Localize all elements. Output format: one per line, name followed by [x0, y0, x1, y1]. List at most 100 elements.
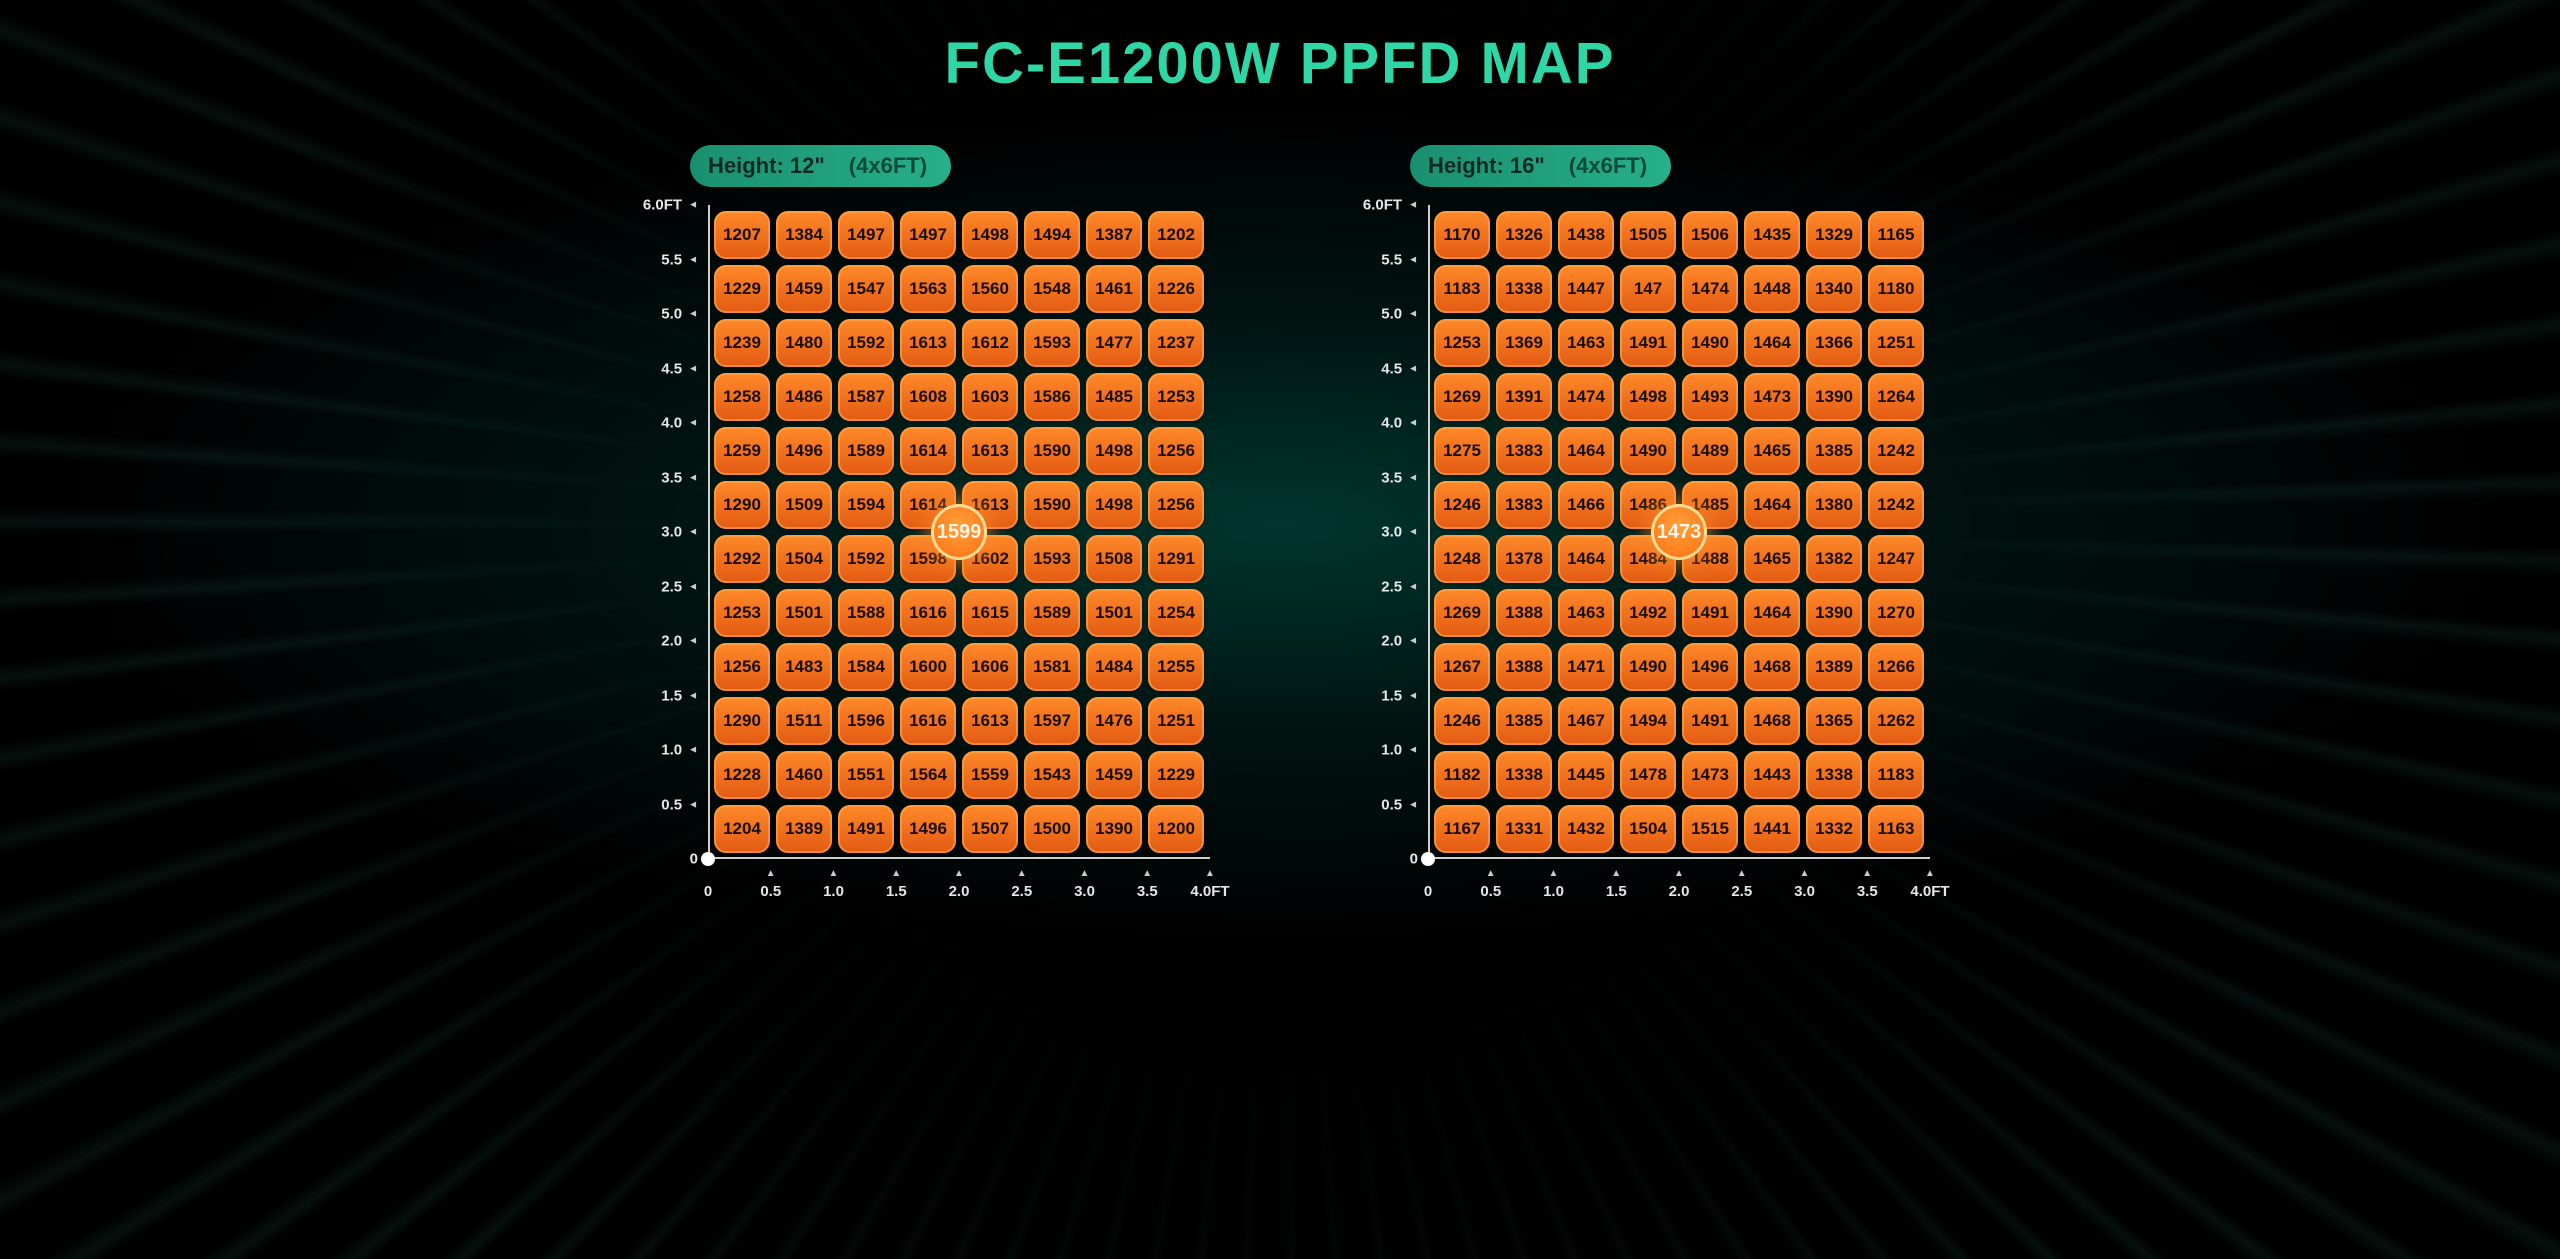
y-tick: 6.0FT◄ [1363, 197, 1418, 214]
x-tick: ▲2.5 [1011, 869, 1032, 900]
ppfd-cell: 1586 [1024, 373, 1080, 421]
ppfd-cell: 1548 [1024, 265, 1080, 313]
ppfd-cell: 1246 [1434, 481, 1490, 529]
ppfd-cell: 1590 [1024, 427, 1080, 475]
ppfd-cell: 1292 [714, 535, 770, 583]
ppfd-cell: 1380 [1806, 481, 1862, 529]
y-tick: 3.0◄ [1381, 524, 1418, 541]
height-label: Height: 16" [1428, 153, 1545, 179]
ppfd-cell: 1207 [714, 211, 770, 259]
ppfd-cell: 1239 [714, 319, 770, 367]
ppfd-cell: 1385 [1806, 427, 1862, 475]
y-tick: 4.0◄ [1381, 415, 1418, 432]
x-tick: ▲0.5 [760, 869, 781, 900]
ppfd-cell: 1590 [1024, 481, 1080, 529]
y-tick: 4.5◄ [661, 360, 698, 377]
ppfd-cell: 1441 [1744, 805, 1800, 853]
ppfd-cell: 1365 [1806, 697, 1862, 745]
tick-marker-icon: ▲ [1674, 869, 1684, 879]
y-tick: 2.0◄ [661, 633, 698, 650]
ppfd-cell: 1498 [1086, 481, 1142, 529]
ppfd-cell: 1543 [1024, 751, 1080, 799]
ppfd-cell: 1603 [962, 373, 1018, 421]
y-tick: 2.5◄ [1381, 578, 1418, 595]
ppfd-cell: 1506 [1682, 211, 1738, 259]
tick-marker-icon: ▲ [1800, 869, 1810, 879]
center-ppfd-badge: 1473 [1651, 504, 1707, 560]
ppfd-cell: 1390 [1806, 589, 1862, 637]
ppfd-cell: 1464 [1558, 535, 1614, 583]
ppfd-cell: 1254 [1148, 589, 1204, 637]
ppfd-cell: 1515 [1682, 805, 1738, 853]
tick-marker-icon: ▲ [1862, 869, 1872, 879]
tick-marker-icon: ▲ [1142, 869, 1152, 879]
ppfd-cell: 1500 [1024, 805, 1080, 853]
tick-marker-icon: ▲ [1486, 869, 1496, 879]
ppfd-cell: 1504 [1620, 805, 1676, 853]
ppfd-cell: 1491 [1682, 697, 1738, 745]
x-tick: ▲2.5 [1731, 869, 1752, 900]
ppfd-cell: 1329 [1806, 211, 1862, 259]
ppfd-cell: 1331 [1496, 805, 1552, 853]
ppfd-cell: 1251 [1868, 319, 1924, 367]
tick-marker-icon: ◄ [688, 581, 698, 592]
ppfd-cell: 1366 [1806, 319, 1862, 367]
ppfd-cell: 1388 [1496, 643, 1552, 691]
ppfd-cell: 1551 [838, 751, 894, 799]
ppfd-chart: 1170132614381505150614351329116511831338… [1350, 205, 1930, 913]
ppfd-cell: 1338 [1496, 265, 1552, 313]
tick-marker-icon: ◄ [688, 363, 698, 374]
ppfd-cell: 1490 [1620, 643, 1676, 691]
ppfd-cell: 1443 [1744, 751, 1800, 799]
x-tick: ▲0.5 [1480, 869, 1501, 900]
ppfd-cell: 1493 [1682, 373, 1738, 421]
ppfd-cell: 1180 [1868, 265, 1924, 313]
ppfd-cell: 1497 [900, 211, 956, 259]
ppfd-cell: 1465 [1744, 535, 1800, 583]
height-badge: Height: 12"(4x6FT) [690, 145, 951, 187]
ppfd-cell: 1593 [1024, 319, 1080, 367]
ppfd-cell: 1266 [1868, 643, 1924, 691]
ppfd-cell: 1588 [838, 589, 894, 637]
ppfd-cell: 1616 [900, 589, 956, 637]
ppfd-cell: 1491 [1682, 589, 1738, 637]
ppfd-cell: 1511 [776, 697, 832, 745]
ppfd-cell: 1326 [1496, 211, 1552, 259]
ppfd-cell: 1383 [1496, 427, 1552, 475]
ppfd-cell: 1467 [1558, 697, 1614, 745]
ppfd-cell: 1435 [1744, 211, 1800, 259]
x-tick: ▲1.0 [823, 869, 844, 900]
tick-marker-icon: ◄ [688, 200, 698, 211]
ppfd-cell: 1496 [776, 427, 832, 475]
ppfd-cell: 1290 [714, 481, 770, 529]
tick-marker-icon: ▲ [1017, 869, 1027, 879]
y-tick: 0.5◄ [1381, 796, 1418, 813]
ppfd-cell: 1612 [962, 319, 1018, 367]
ppfd-cell: 1256 [714, 643, 770, 691]
ppfd-cell: 1474 [1558, 373, 1614, 421]
tick-marker-icon: ▲ [891, 869, 901, 879]
ppfd-cell: 147 [1620, 265, 1676, 313]
ppfd-cell: 1464 [1558, 427, 1614, 475]
ppfd-cell: 1508 [1086, 535, 1142, 583]
ppfd-cell: 1463 [1558, 319, 1614, 367]
ppfd-cell: 1564 [900, 751, 956, 799]
ppfd-cell: 1200 [1148, 805, 1204, 853]
x-tick: ▲1.5 [1606, 869, 1627, 900]
ppfd-cell: 1262 [1868, 697, 1924, 745]
ppfd-cell: 1476 [1086, 697, 1142, 745]
ppfd-cell: 1204 [714, 805, 770, 853]
y-tick: 1.0◄ [1381, 742, 1418, 759]
y-tick: 3.5◄ [661, 469, 698, 486]
ppfd-cell: 1494 [1620, 697, 1676, 745]
ppfd-cell: 1473 [1682, 751, 1738, 799]
y-tick: 2.5◄ [661, 578, 698, 595]
ppfd-cell: 1247 [1868, 535, 1924, 583]
ppfd-cell: 1600 [900, 643, 956, 691]
ppfd-cell: 1593 [1024, 535, 1080, 583]
ppfd-cell: 1270 [1868, 589, 1924, 637]
ppfd-cell: 1478 [1620, 751, 1676, 799]
ppfd-cell: 1584 [838, 643, 894, 691]
origin-dot [701, 852, 715, 866]
ppfd-cell: 1491 [1620, 319, 1676, 367]
